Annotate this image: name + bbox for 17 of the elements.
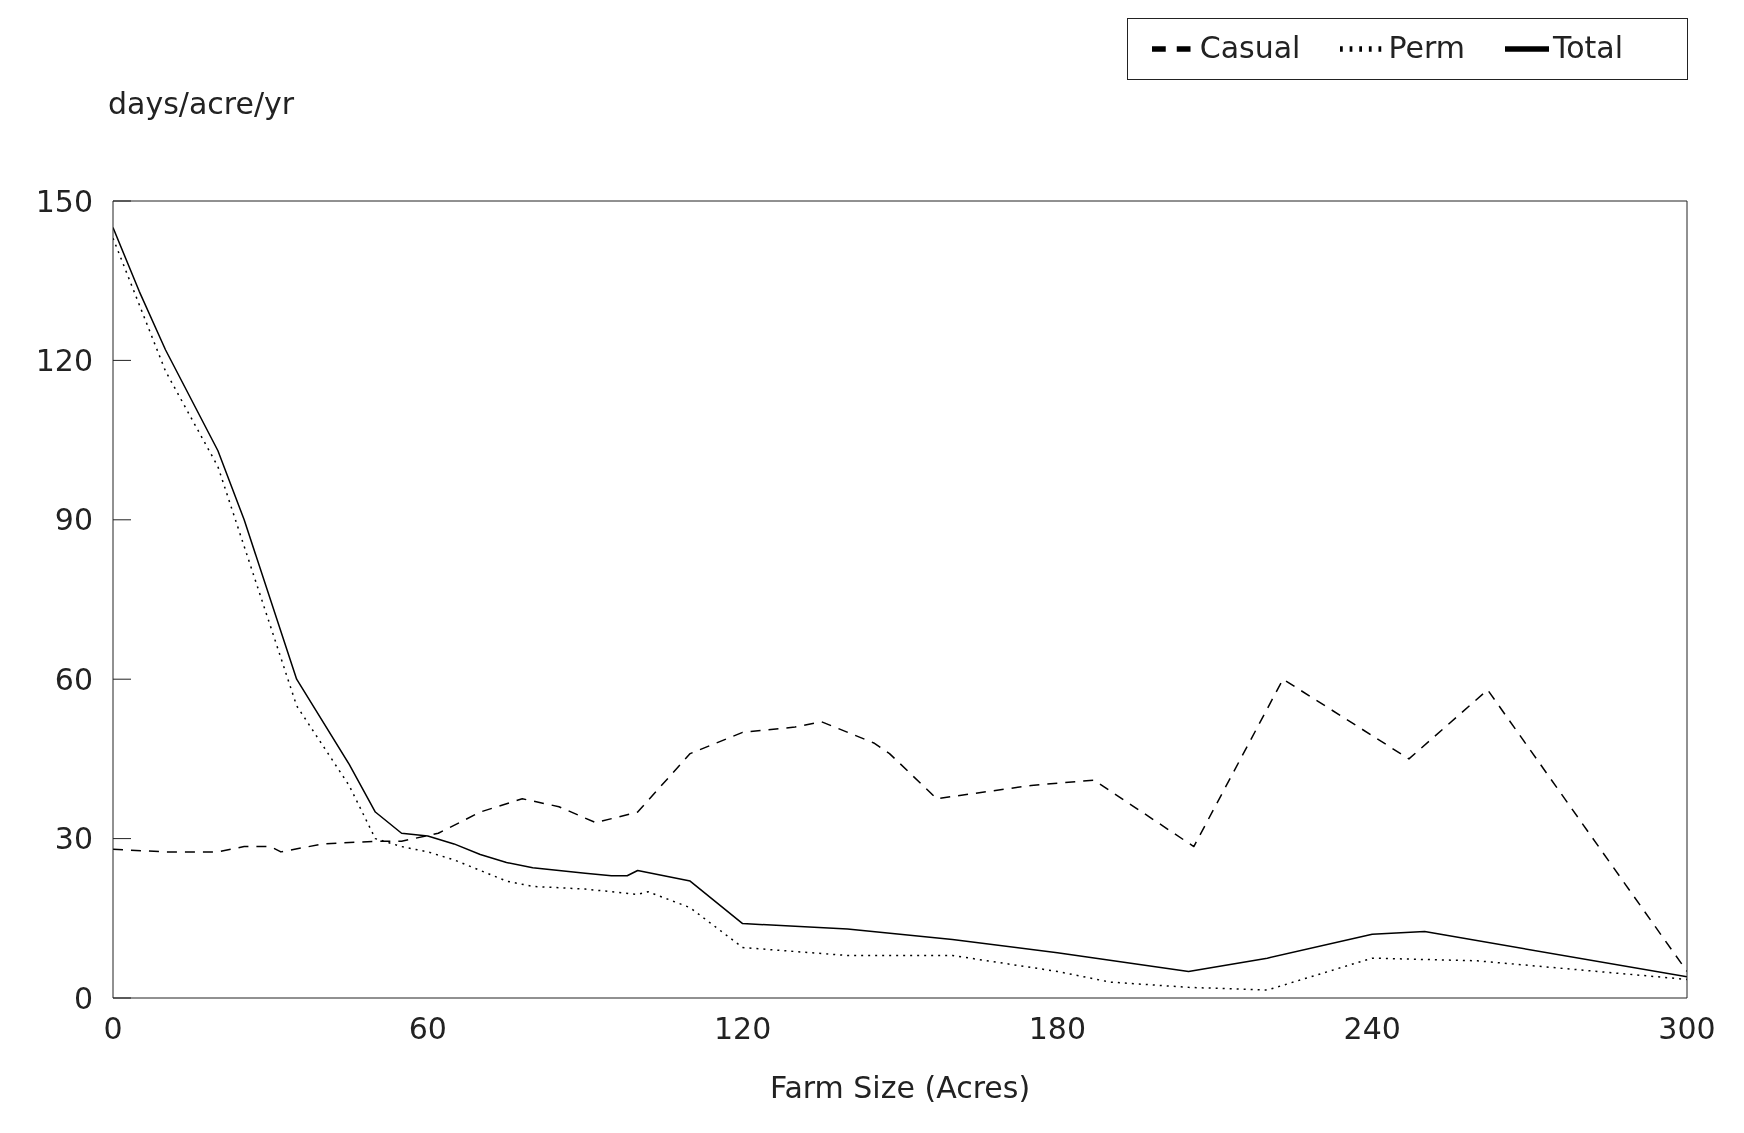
y-tick-label: 60 bbox=[54, 661, 93, 697]
y-tick-label: 30 bbox=[54, 821, 93, 857]
x-tick-label: 180 bbox=[1028, 1011, 1087, 1047]
x-tick-label: 300 bbox=[1658, 1011, 1716, 1047]
y-tick-label: 120 bbox=[35, 343, 93, 379]
x-axis-title: Farm Size (Acres) bbox=[769, 1070, 1031, 1105]
legend-label: Perm bbox=[1388, 29, 1465, 65]
x-tick-label: 240 bbox=[1343, 1011, 1401, 1047]
y-tick-label: 150 bbox=[35, 183, 93, 219]
x-tick-label: 0 bbox=[103, 1011, 123, 1047]
y-axis-title: days/acre/yr bbox=[108, 86, 295, 121]
x-tick-label: 60 bbox=[408, 1011, 447, 1047]
y-tick-label: 0 bbox=[73, 980, 93, 1016]
x-tick-label: 120 bbox=[713, 1011, 772, 1047]
y-tick-label: 90 bbox=[54, 502, 93, 538]
legend-label: Casual bbox=[1199, 29, 1301, 65]
legend-label: Total bbox=[1552, 29, 1623, 65]
